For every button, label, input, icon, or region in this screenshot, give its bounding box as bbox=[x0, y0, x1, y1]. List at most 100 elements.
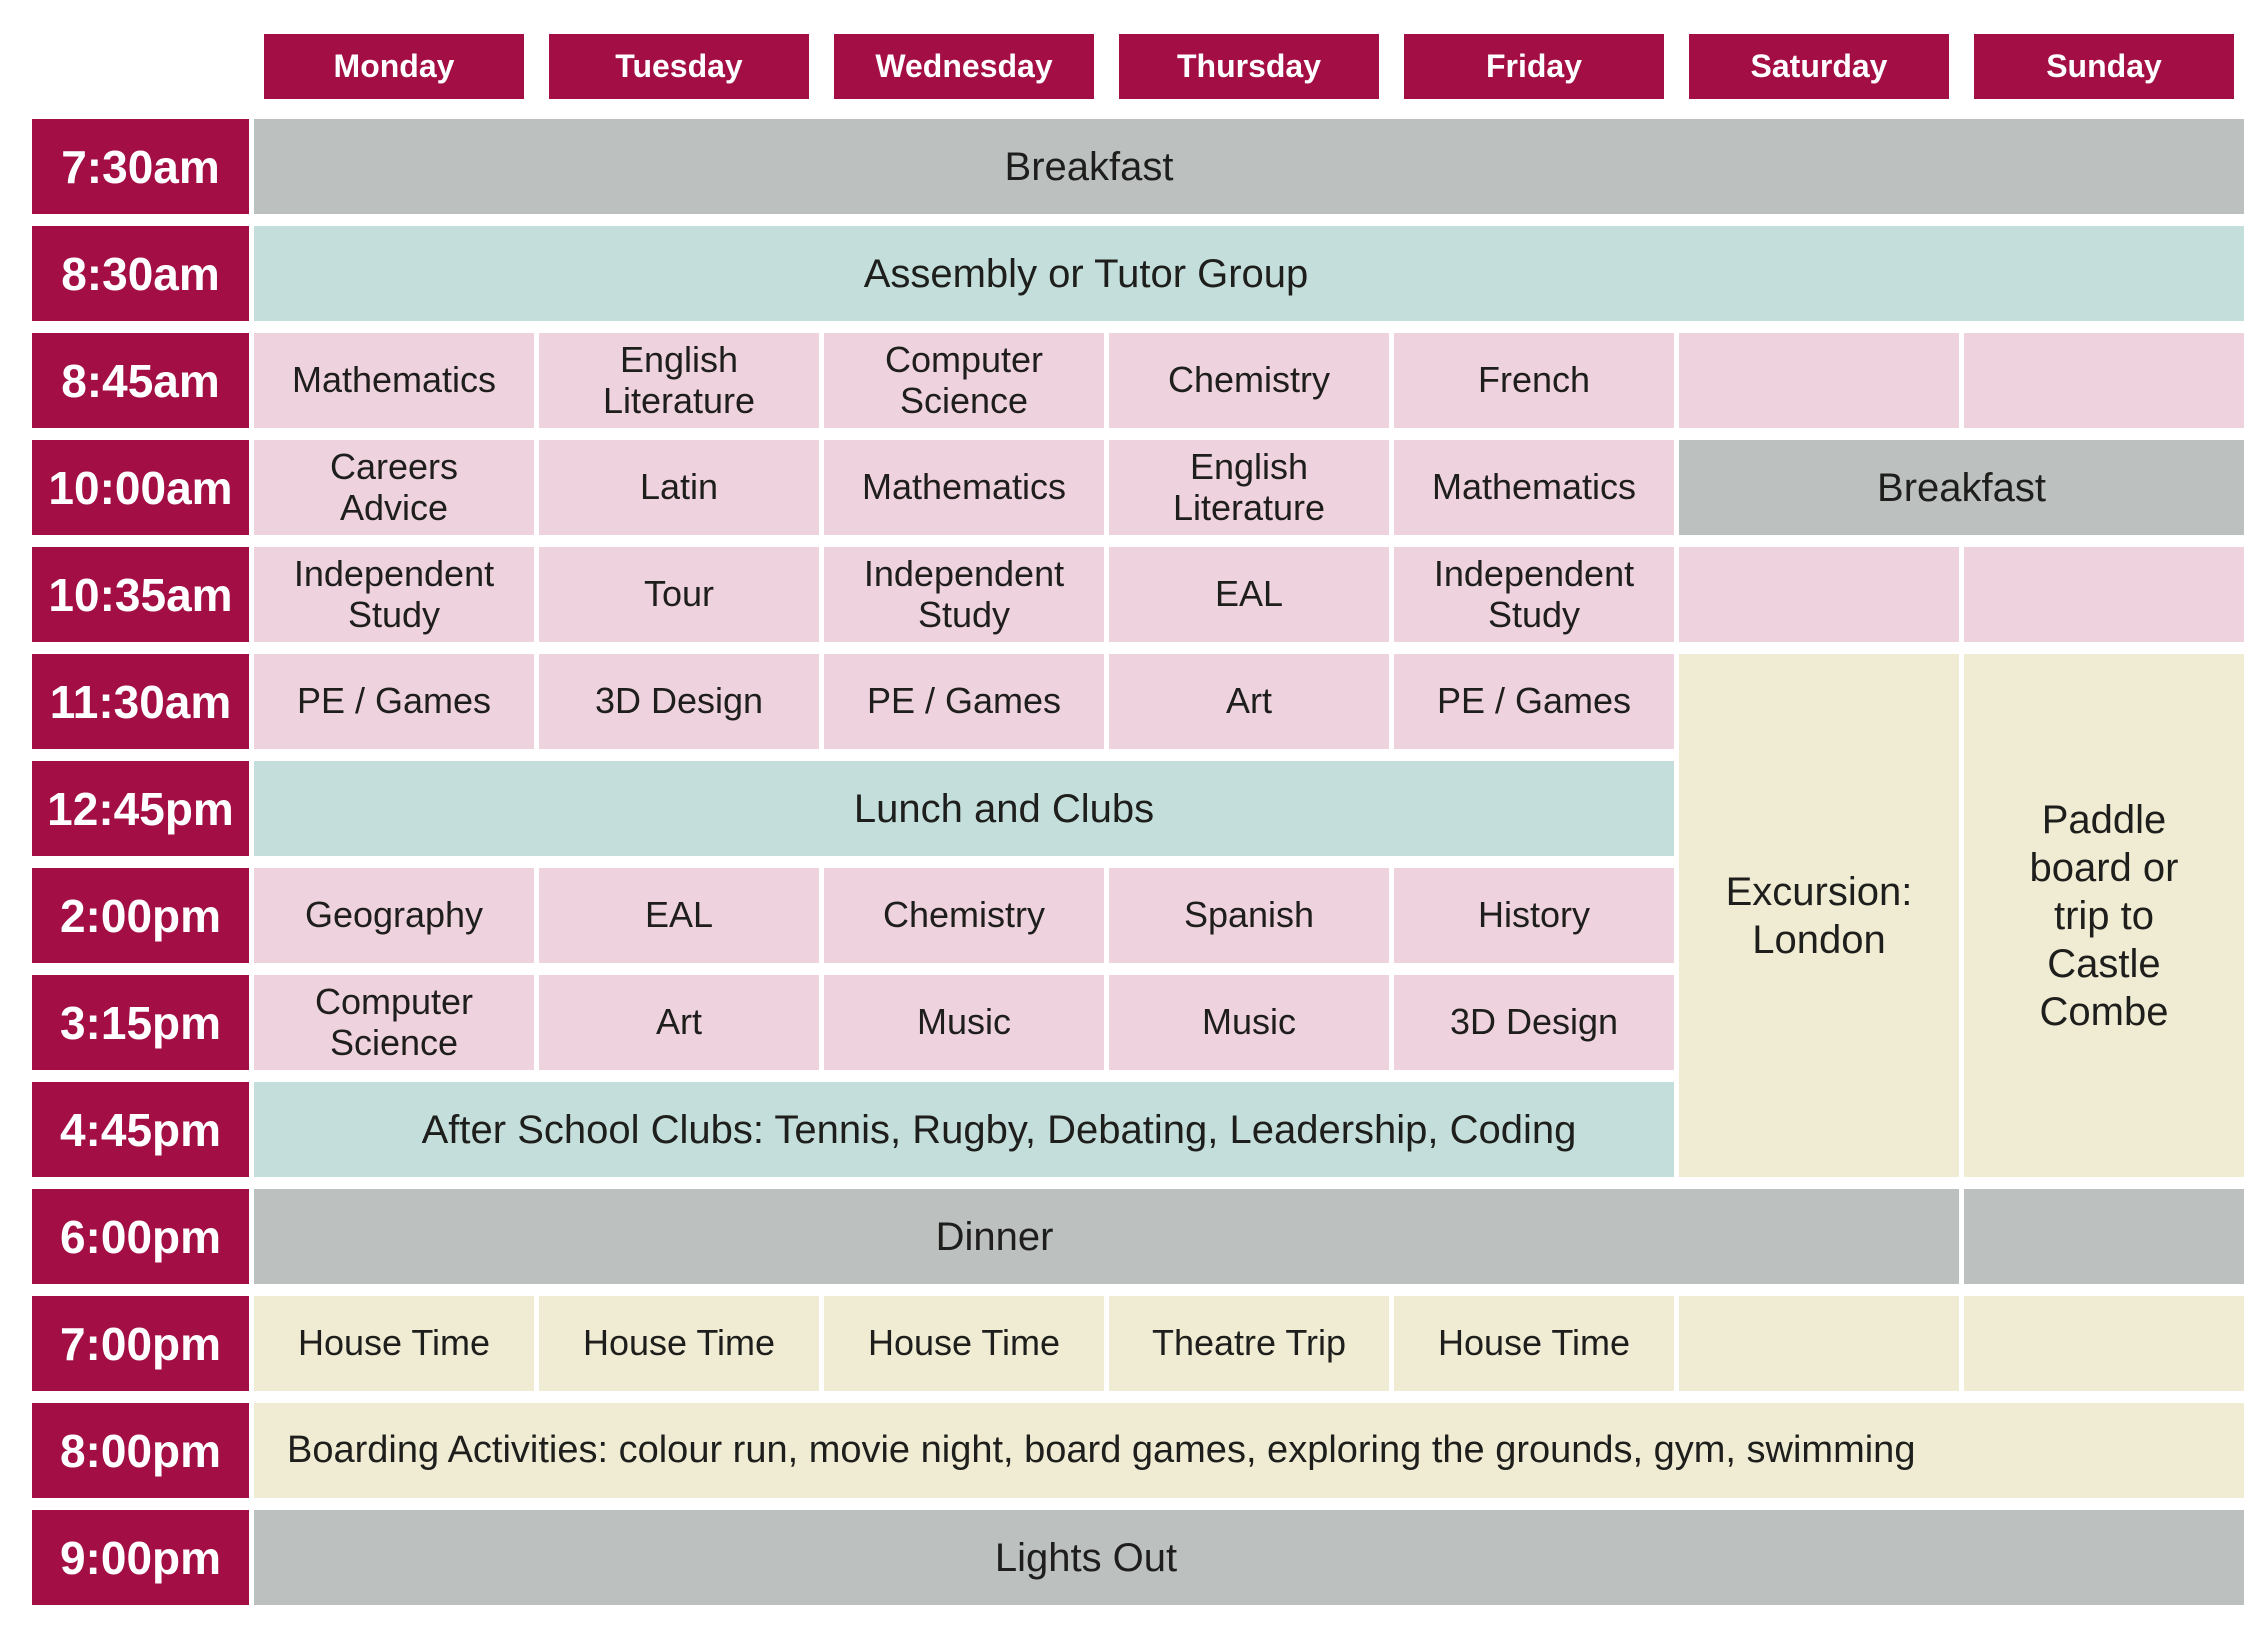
cell-7-00pm-theatre-trip: Theatre Trip bbox=[1109, 1296, 1389, 1391]
cell-10-35am-eal: EAL bbox=[1109, 547, 1389, 642]
time-label-text: 7:30am bbox=[61, 140, 220, 193]
cell-8-45am-french: French bbox=[1394, 333, 1674, 428]
cell-label: English Literature bbox=[1172, 446, 1326, 528]
cell-7-00pm-house-time: House Time bbox=[1394, 1296, 1674, 1391]
timetable-grid: Monday Tuesday Wednesday Thursday Friday Satu… bbox=[32, 34, 2244, 1605]
cell-label: Tour bbox=[643, 573, 715, 615]
cell-10-00am-latin: Latin bbox=[539, 440, 819, 535]
time-label-text: 10:35am bbox=[48, 568, 233, 621]
cell-label: English Literature bbox=[602, 339, 756, 421]
cell-label: History bbox=[1477, 894, 1590, 936]
cell-10-00am-english-literature: English Literature bbox=[1109, 440, 1389, 535]
time-label-11-30am: 11:30am bbox=[32, 654, 249, 749]
day-header-label: Friday bbox=[1485, 48, 1583, 84]
cell-label: Assembly or Tutor Group bbox=[863, 251, 1309, 296]
time-label-text: 12:45pm bbox=[47, 782, 234, 835]
cell-11-30am-art: Art bbox=[1109, 654, 1389, 749]
cell-10-35am-independent-study: Independent Study bbox=[1394, 547, 1674, 642]
cell-label: Breakfast bbox=[1877, 465, 2046, 510]
cell-label: Mathematics bbox=[1431, 466, 1637, 508]
time-label-text: 2:00pm bbox=[59, 889, 222, 942]
time-label-text: 3:15pm bbox=[59, 996, 222, 1049]
cell-label: Lights Out bbox=[994, 1535, 1178, 1580]
cell-6-00pm-empty bbox=[1964, 1189, 2244, 1284]
cell-7-00pm-house-time: House Time bbox=[539, 1296, 819, 1391]
time-label-8-00pm: 8:00pm bbox=[32, 1403, 249, 1498]
time-label-10-35am: 10:35am bbox=[32, 547, 249, 642]
cell-label: Mathematics bbox=[291, 359, 497, 401]
day-header-monday: Monday bbox=[264, 34, 524, 99]
cell-10-35am-independent-study: Independent Study bbox=[254, 547, 534, 642]
day-header-tuesday: Tuesday bbox=[549, 34, 809, 99]
cell-label: Geography bbox=[304, 894, 484, 936]
cell-7-00pm-house-time: House Time bbox=[824, 1296, 1104, 1391]
cell-label: Independent Study bbox=[863, 553, 1065, 635]
cell-8-00pm-boarding-activities-colour-run: Boarding Activities: colour run, movie n… bbox=[254, 1403, 2244, 1498]
cell-11-30am-3d-design: 3D Design bbox=[539, 654, 819, 749]
day-header-saturday: Saturday bbox=[1689, 34, 1949, 99]
cell-label: Lunch and Clubs bbox=[853, 786, 1155, 831]
cell-8-45am-chemistry: Chemistry bbox=[1109, 333, 1389, 428]
cell-11-30am-pe-games: PE / Games bbox=[254, 654, 534, 749]
cell-label: PE / Games bbox=[1436, 680, 1632, 722]
cell-label: Excursion: London bbox=[1725, 869, 1913, 962]
cell-label: Theatre Trip bbox=[1151, 1322, 1347, 1364]
day-header-label: Monday bbox=[333, 48, 455, 84]
time-label-8-45am: 8:45am bbox=[32, 333, 249, 428]
cell-label: After School Clubs: Tennis, Rugby, Debat… bbox=[421, 1107, 1577, 1152]
time-label-text: 11:30am bbox=[49, 675, 232, 728]
cell-label: Music bbox=[916, 1001, 1011, 1043]
cell-10-00am-breakfast: Breakfast bbox=[1679, 440, 2244, 535]
cell-8-45am-mathematics: Mathematics bbox=[254, 333, 534, 428]
cell-label: Dinner bbox=[935, 1214, 1054, 1259]
time-label-text: 10:00am bbox=[48, 461, 233, 514]
cell-9-00pm-lights-out: Lights Out bbox=[254, 1510, 2244, 1605]
time-label-8-30am: 8:30am bbox=[32, 226, 249, 321]
cell-8-45am-empty bbox=[1964, 333, 2244, 428]
cell-label: House Time bbox=[867, 1322, 1061, 1364]
cell-8-45am-computer-science: Computer Science bbox=[824, 333, 1104, 428]
cell-2-00pm-geography: Geography bbox=[254, 868, 534, 963]
cell-label: 3D Design bbox=[1449, 1001, 1619, 1043]
day-header-label: Saturday bbox=[1750, 48, 1888, 84]
cell-3-15pm-music: Music bbox=[1109, 975, 1389, 1070]
cell-label: French bbox=[1477, 359, 1591, 401]
day-header-label: Tuesday bbox=[615, 48, 743, 84]
time-label-text: 8:00pm bbox=[59, 1424, 222, 1477]
cell-2-00pm-spanish: Spanish bbox=[1109, 868, 1389, 963]
cell-11-30am-pe-games: PE / Games bbox=[1394, 654, 1674, 749]
cell-label: Careers Advice bbox=[329, 446, 459, 528]
cell-10-35am-empty bbox=[1964, 547, 2244, 642]
cell-label: EAL bbox=[644, 894, 714, 936]
time-label-7-00pm: 7:00pm bbox=[32, 1296, 249, 1391]
cell-10-35am-independent-study: Independent Study bbox=[824, 547, 1104, 642]
cell-10-35am-tour: Tour bbox=[539, 547, 819, 642]
cell-label: Spanish bbox=[1183, 894, 1315, 936]
day-header-wednesday: Wednesday bbox=[834, 34, 1094, 99]
cell-label: PE / Games bbox=[296, 680, 492, 722]
cell-10-35am-empty bbox=[1679, 547, 1959, 642]
time-label-text: 7:00pm bbox=[59, 1317, 222, 1370]
cell-4-45pm-after-school-clubs-tennis-rugb: After School Clubs: Tennis, Rugby, Debat… bbox=[254, 1082, 1674, 1177]
time-label-3-15pm: 3:15pm bbox=[32, 975, 249, 1070]
cell-label: EAL bbox=[1214, 573, 1284, 615]
cell-8-45am-empty bbox=[1679, 333, 1959, 428]
cell-6-00pm-dinner: Dinner bbox=[254, 1189, 1959, 1284]
time-label-text: 8:45am bbox=[61, 354, 220, 407]
time-label-6-00pm: 6:00pm bbox=[32, 1189, 249, 1284]
cell-label: House Time bbox=[297, 1322, 491, 1364]
time-label-text: 6:00pm bbox=[59, 1210, 222, 1263]
cell-label: Mathematics bbox=[861, 466, 1067, 508]
cell-label: Boarding Activities: colour run, movie n… bbox=[287, 1428, 1916, 1471]
cell-11-30am-excursion-london: Excursion: London bbox=[1679, 654, 1959, 1177]
cell-3-15pm-music: Music bbox=[824, 975, 1104, 1070]
cell-3-15pm-3d-design: 3D Design bbox=[1394, 975, 1674, 1070]
cell-12-45pm-lunch-and-clubs: Lunch and Clubs bbox=[254, 761, 1674, 856]
cell-2-00pm-history: History bbox=[1394, 868, 1674, 963]
cell-label: Latin bbox=[639, 466, 719, 508]
cell-8-30am-assembly-or-tutor-group: Assembly or Tutor Group bbox=[254, 226, 2244, 321]
day-header-label: Sunday bbox=[2046, 48, 2162, 84]
day-header-friday: Friday bbox=[1404, 34, 1664, 99]
cell-3-15pm-computer-science: Computer Science bbox=[254, 975, 534, 1070]
